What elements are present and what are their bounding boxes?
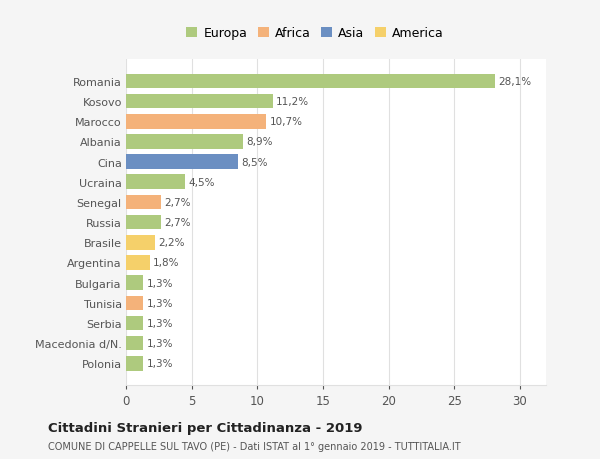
Text: 2,7%: 2,7% (165, 197, 191, 207)
Text: 1,3%: 1,3% (146, 358, 173, 369)
Legend: Europa, Africa, Asia, America: Europa, Africa, Asia, America (182, 23, 448, 44)
Bar (126, 276, 143, 290)
Text: 1,3%: 1,3% (146, 318, 173, 328)
Bar (126, 215, 161, 230)
Text: 10,7%: 10,7% (270, 117, 303, 127)
Text: 8,5%: 8,5% (241, 157, 268, 167)
Bar (126, 115, 266, 129)
Text: 1,8%: 1,8% (153, 258, 179, 268)
Text: COMUNE DI CAPPELLE SUL TAVO (PE) - Dati ISTAT al 1° gennaio 2019 - TUTTITALIA.IT: COMUNE DI CAPPELLE SUL TAVO (PE) - Dati … (48, 441, 461, 451)
Text: 4,5%: 4,5% (188, 177, 215, 187)
Text: 2,2%: 2,2% (158, 238, 185, 248)
Text: 11,2%: 11,2% (276, 97, 310, 107)
Bar (126, 356, 143, 371)
Bar (126, 95, 273, 109)
Bar (126, 296, 143, 310)
Bar (126, 135, 243, 149)
Bar (126, 336, 143, 351)
Text: 1,3%: 1,3% (146, 298, 173, 308)
Bar (126, 256, 149, 270)
Text: 1,3%: 1,3% (146, 338, 173, 348)
Bar (126, 316, 143, 330)
Text: 28,1%: 28,1% (498, 77, 531, 87)
Text: 1,3%: 1,3% (146, 278, 173, 288)
Text: 8,9%: 8,9% (246, 137, 272, 147)
Text: Cittadini Stranieri per Cittadinanza - 2019: Cittadini Stranieri per Cittadinanza - 2… (48, 421, 362, 434)
Text: 2,7%: 2,7% (165, 218, 191, 228)
Bar (126, 235, 155, 250)
Bar (126, 195, 161, 210)
Bar (126, 74, 495, 89)
Bar (126, 155, 238, 169)
Bar (126, 175, 185, 190)
